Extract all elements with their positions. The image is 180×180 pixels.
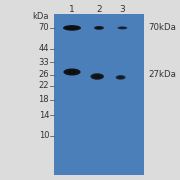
Ellipse shape: [97, 27, 101, 29]
Ellipse shape: [63, 25, 81, 31]
Text: kDa: kDa: [33, 12, 49, 21]
Text: 70kDa: 70kDa: [148, 23, 176, 32]
Text: 70: 70: [39, 23, 49, 32]
Text: 27kDa: 27kDa: [148, 70, 176, 79]
Ellipse shape: [95, 75, 100, 78]
Ellipse shape: [69, 27, 75, 29]
Text: 2: 2: [96, 5, 102, 14]
Text: 10: 10: [39, 131, 49, 140]
Text: 26: 26: [39, 70, 49, 79]
Ellipse shape: [66, 26, 78, 30]
Ellipse shape: [93, 74, 102, 79]
Text: 33: 33: [38, 58, 49, 67]
Text: 1: 1: [69, 5, 75, 14]
Text: 3: 3: [120, 5, 125, 14]
Ellipse shape: [116, 75, 126, 80]
Ellipse shape: [119, 77, 122, 78]
Text: 22: 22: [39, 81, 49, 90]
Text: 18: 18: [39, 95, 49, 104]
Bar: [54, 14, 144, 175]
Ellipse shape: [66, 70, 78, 74]
Ellipse shape: [96, 27, 102, 29]
Ellipse shape: [117, 76, 124, 79]
Text: 44: 44: [39, 44, 49, 53]
Text: 14: 14: [39, 111, 49, 120]
Ellipse shape: [119, 27, 126, 29]
Ellipse shape: [69, 71, 75, 73]
Ellipse shape: [91, 73, 104, 80]
Ellipse shape: [118, 26, 127, 29]
Ellipse shape: [121, 27, 124, 28]
Ellipse shape: [63, 68, 81, 76]
Ellipse shape: [94, 26, 104, 30]
